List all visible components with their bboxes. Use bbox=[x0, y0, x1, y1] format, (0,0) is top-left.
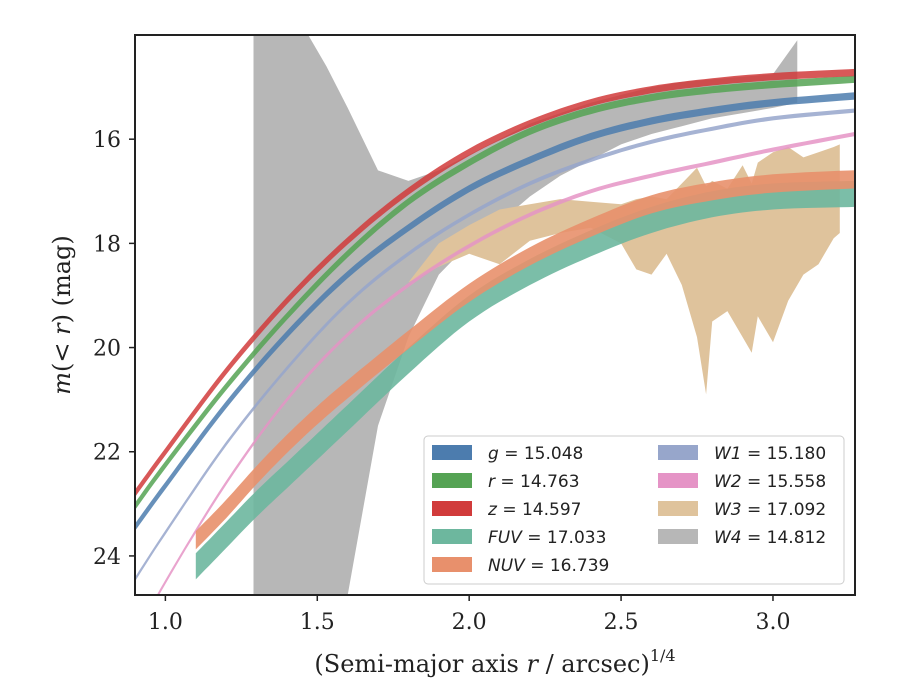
legend-swatch-g bbox=[432, 445, 472, 460]
legend-swatch-w4 bbox=[658, 529, 698, 544]
legend-swatch-w3 bbox=[658, 501, 698, 516]
legend-swatch-w2 bbox=[658, 473, 698, 488]
legend-box bbox=[423, 435, 845, 585]
x-tick-label: 2.0 bbox=[452, 610, 487, 635]
y-tick-label: 16 bbox=[93, 128, 121, 153]
legend-label-r: r = 14.763 bbox=[488, 472, 580, 492]
legend-label-g: g = 15.048 bbox=[488, 444, 583, 464]
legend-swatch-fuv bbox=[432, 529, 472, 544]
y-tick-label: 22 bbox=[93, 441, 121, 466]
legend: g = 15.048 r = 14.763 z = 14.597 FUV = 17.0… bbox=[423, 435, 845, 585]
x-tick-label: 1.0 bbox=[148, 610, 183, 635]
legend-label-w3: W3 = 17.092 bbox=[714, 500, 826, 520]
legend-label-w2: W2 = 15.558 bbox=[714, 472, 826, 492]
plot-frame bbox=[134, 34, 856, 596]
legend-swatch-nuv bbox=[432, 557, 472, 572]
series-w4-shape bbox=[253, 35, 798, 595]
x-tick-label: 1.5 bbox=[300, 610, 335, 635]
legend-label-w4: W4 = 14.812 bbox=[714, 528, 826, 548]
legend-label-z: z = 14.597 bbox=[487, 500, 581, 520]
y-tick-label: 18 bbox=[93, 232, 121, 257]
legend-swatch-r bbox=[432, 473, 472, 488]
series-w2-shape bbox=[156, 131, 855, 595]
y-axis-label: m(< r) (mag) bbox=[48, 235, 76, 395]
legend-label-w1: W1 = 15.180 bbox=[714, 444, 826, 464]
x-axis-label: (Semi-major axis r / arcsec)1/4 bbox=[314, 646, 675, 678]
legend-swatch-w1 bbox=[658, 445, 698, 460]
series-w3-shape bbox=[135, 144, 840, 541]
legend-swatch-z bbox=[432, 501, 472, 516]
axis-ticks: 1.0 1.5 2.0 2.5 3.0 16 18 20 22 24 bbox=[93, 128, 790, 635]
y-tick-label: 24 bbox=[93, 545, 121, 570]
y-tick-label: 20 bbox=[93, 337, 121, 362]
legend-label-fuv: FUV = 17.033 bbox=[488, 528, 606, 548]
legend-label-nuv: NUV = 16.739 bbox=[488, 556, 609, 576]
x-tick-label: 3.0 bbox=[755, 610, 790, 635]
plot-area bbox=[135, 35, 855, 595]
x-tick-label: 2.5 bbox=[604, 610, 639, 635]
